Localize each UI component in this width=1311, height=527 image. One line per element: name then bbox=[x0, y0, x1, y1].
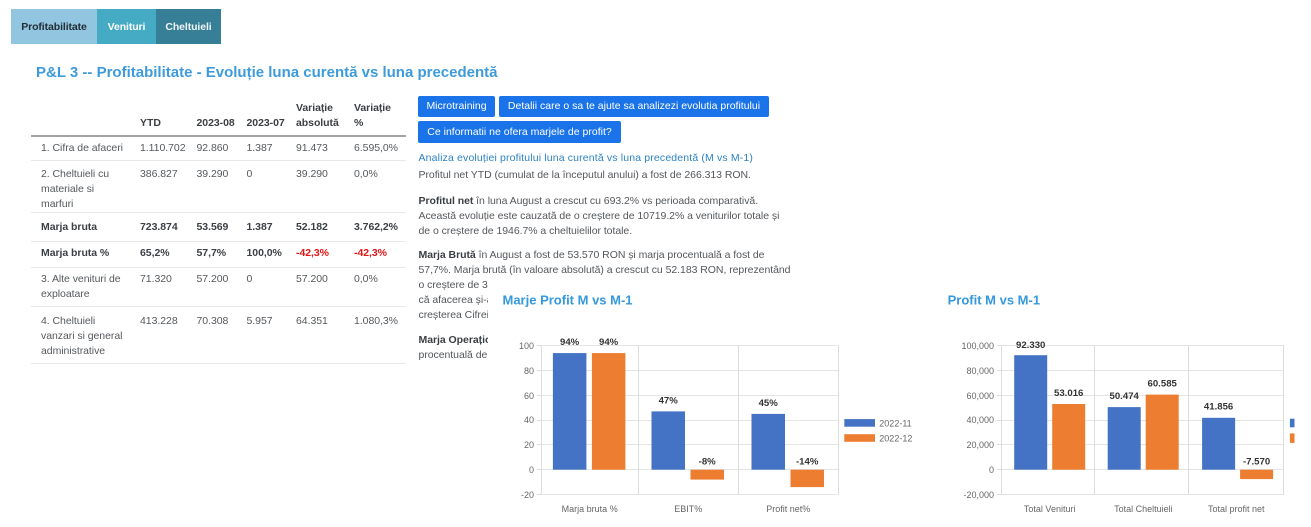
svg-text:2022-11: 2022-11 bbox=[879, 418, 911, 428]
svg-text:Profit M vs M-1: Profit M vs M-1 bbox=[948, 293, 1040, 308]
svg-text:2022-12: 2022-12 bbox=[879, 433, 912, 443]
svg-text:-20: -20 bbox=[521, 490, 534, 500]
svg-text:40: 40 bbox=[524, 415, 534, 425]
svg-text:80,000: 80,000 bbox=[966, 366, 994, 376]
svg-text:100: 100 bbox=[519, 341, 534, 351]
svg-text:92.330: 92.330 bbox=[1016, 340, 1045, 351]
svg-text:50.474: 50.474 bbox=[1110, 391, 1140, 402]
svg-text:20,000: 20,000 bbox=[966, 440, 994, 450]
svg-text:60.585: 60.585 bbox=[1148, 379, 1178, 390]
svg-text:60,000: 60,000 bbox=[966, 391, 994, 401]
svg-text:-7.570: -7.570 bbox=[1243, 456, 1270, 467]
svg-text:-14%: -14% bbox=[796, 456, 819, 467]
svg-text:Marje Profit M vs M-1: Marje Profit M vs M-1 bbox=[503, 293, 633, 308]
svg-text:40,000: 40,000 bbox=[966, 415, 994, 425]
svg-text:0: 0 bbox=[989, 465, 994, 475]
svg-text:20: 20 bbox=[524, 440, 534, 450]
svg-text:-20,000: -20,000 bbox=[963, 490, 994, 500]
svg-text:47%: 47% bbox=[659, 395, 679, 406]
svg-text:Profit net%: Profit net% bbox=[766, 504, 810, 514]
svg-text:45%: 45% bbox=[759, 398, 779, 409]
svg-text:53.016: 53.016 bbox=[1054, 388, 1083, 399]
svg-text:Marja bruta %: Marja bruta % bbox=[562, 504, 618, 514]
svg-text:Total Venituri: Total Venituri bbox=[1024, 504, 1076, 514]
svg-text:EBIT%: EBIT% bbox=[674, 504, 702, 514]
svg-text:Total profit net: Total profit net bbox=[1208, 504, 1265, 514]
svg-text:Total Cheltuieli: Total Cheltuieli bbox=[1114, 504, 1173, 514]
svg-text:0: 0 bbox=[529, 465, 534, 475]
svg-text:94%: 94% bbox=[599, 337, 619, 348]
svg-text:94%: 94% bbox=[560, 337, 580, 348]
svg-text:60: 60 bbox=[524, 391, 534, 401]
svg-text:-8%: -8% bbox=[699, 456, 717, 467]
svg-text:41.856: 41.856 bbox=[1204, 402, 1233, 413]
svg-text:80: 80 bbox=[524, 366, 534, 376]
svg-text:100,000: 100,000 bbox=[961, 341, 994, 351]
